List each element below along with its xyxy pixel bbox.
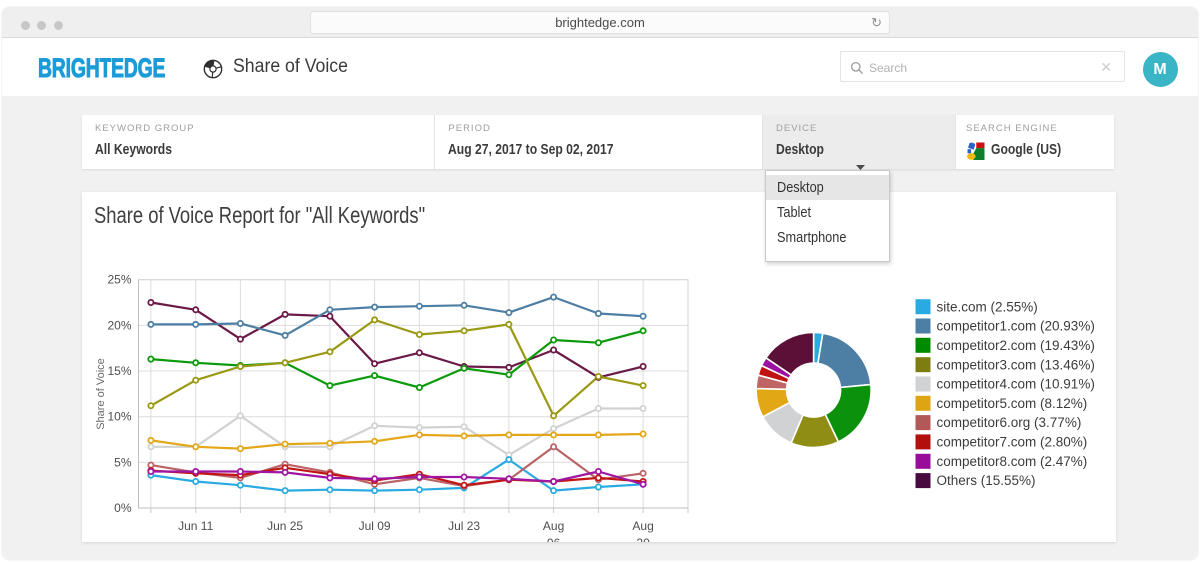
svg-text:Jul 23: Jul 23: [448, 519, 480, 533]
svg-text:10%: 10%: [107, 410, 131, 424]
svg-text:competitor2.com (19.43%): competitor2.com (19.43%): [937, 338, 1095, 353]
svg-text:20%: 20%: [107, 318, 131, 332]
svg-text:Others (15.55%): Others (15.55%): [937, 473, 1036, 488]
svg-text:Jun 11: Jun 11: [178, 519, 213, 533]
svg-text:Jul 09: Jul 09: [359, 519, 391, 533]
svg-text:5%: 5%: [114, 455, 132, 469]
svg-text:Jun 25: Jun 25: [267, 519, 303, 533]
svg-text:Aug: Aug: [543, 519, 564, 533]
svg-text:competitor4.com (10.91%): competitor4.com (10.91%): [937, 377, 1095, 392]
svg-text:site.com (2.55%): site.com (2.55%): [937, 299, 1038, 314]
svg-text:competitor5.com (8.12%): competitor5.com (8.12%): [937, 396, 1088, 411]
svg-text:0%: 0%: [114, 501, 132, 515]
svg-text:competitor3.com (13.46%): competitor3.com (13.46%): [937, 357, 1095, 372]
svg-text:competitor1.com (20.93%): competitor1.com (20.93%): [937, 319, 1095, 334]
svg-text:Aug: Aug: [632, 519, 653, 533]
svg-text:competitor7.com (2.80%): competitor7.com (2.80%): [937, 435, 1088, 450]
svg-text:25%: 25%: [107, 273, 131, 287]
svg-text:Share of Voice: Share of Voice: [95, 358, 107, 430]
svg-text:06: 06: [547, 536, 561, 550]
svg-text:15%: 15%: [107, 364, 131, 378]
svg-text:competitor8.com (2.47%): competitor8.com (2.47%): [937, 454, 1088, 469]
svg-text:competitor6.org (3.77%): competitor6.org (3.77%): [937, 415, 1082, 430]
svg-text:20: 20: [636, 536, 650, 550]
